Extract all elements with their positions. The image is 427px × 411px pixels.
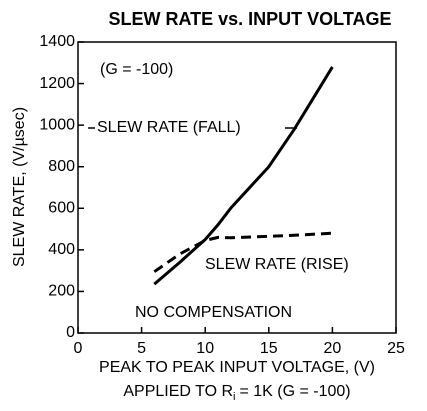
y-tick-label: 600 (48, 200, 75, 217)
x-axis-label: PEAK TO PEAK INPUT VOLTAGE, (V) (99, 359, 375, 376)
annotation: SLEW RATE (RISE) (205, 256, 349, 273)
y-tick-label: 0 (66, 324, 75, 341)
x-axis-label-2-start: APPLIED TO R (123, 383, 233, 400)
y-tick-label: 800 (48, 158, 75, 175)
x-tick-label: 15 (260, 340, 278, 357)
x-axis-label-2: APPLIED TO Ri = 1K (G = -100) (123, 383, 350, 403)
y-tick-label: 1200 (39, 75, 75, 92)
y-tick-label: 1000 (39, 116, 75, 133)
y-tick-label: 200 (48, 283, 75, 300)
y-tick-label: 1400 (39, 33, 75, 50)
x-tick-label: 25 (387, 340, 405, 357)
series-line (153, 231, 333, 273)
x-tick-label: 0 (74, 340, 83, 357)
x-tick-label: 10 (196, 340, 214, 357)
annotation: (G = -100) (100, 61, 173, 78)
x-tick-label: 20 (324, 340, 342, 357)
x-tick-label: 5 (137, 340, 146, 357)
series-line (153, 66, 334, 286)
x-axis-label-2-end: = 1K (G = -100) (239, 383, 350, 400)
y-axis-label: SLEW RATE, (V/µsec) (11, 107, 28, 267)
x-axis-label-2-sub: i (233, 391, 235, 403)
y-tick-label: 400 (48, 241, 75, 258)
chart-title: SLEW RATE vs. INPUT VOLTAGE (108, 9, 391, 29)
annotation: NO COMPENSATION (135, 304, 292, 321)
annotation: SLEW RATE (FALL) (97, 119, 241, 136)
plot-frame (77, 41, 397, 334)
